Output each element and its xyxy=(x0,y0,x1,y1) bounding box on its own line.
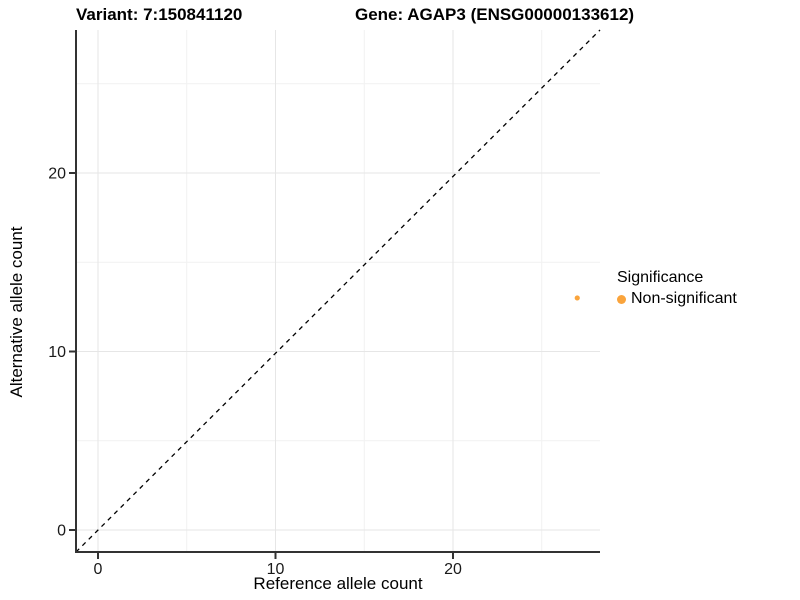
variant-title: Variant: 7:150841120 xyxy=(76,5,243,24)
x-axis-title: Reference allele count xyxy=(253,574,423,593)
gene-title: Gene: AGAP3 (ENSG00000133612) xyxy=(355,5,635,24)
x-tick-label: 10 xyxy=(267,561,285,578)
y-tick-label: 20 xyxy=(48,166,66,183)
x-tick-label: 0 xyxy=(94,561,103,578)
legend-item: Non-significant xyxy=(617,290,737,308)
y-axis-title: Alternative allele count xyxy=(7,226,26,398)
data-point xyxy=(574,295,580,301)
legend-item-label: Non-significant xyxy=(631,290,737,307)
y-tick-label: 0 xyxy=(57,523,66,540)
legend-point-icon xyxy=(617,294,626,304)
x-tick-label: 20 xyxy=(444,561,462,578)
y-tick-label: 10 xyxy=(48,344,66,361)
legend: Significance Non-significant xyxy=(617,269,737,308)
identity-dashed-line xyxy=(75,29,601,553)
legend-title: Significance xyxy=(617,269,704,286)
